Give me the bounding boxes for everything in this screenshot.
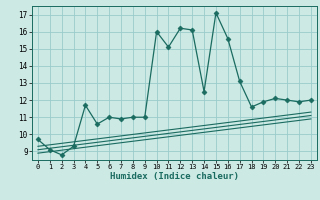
X-axis label: Humidex (Indice chaleur): Humidex (Indice chaleur)	[110, 172, 239, 181]
